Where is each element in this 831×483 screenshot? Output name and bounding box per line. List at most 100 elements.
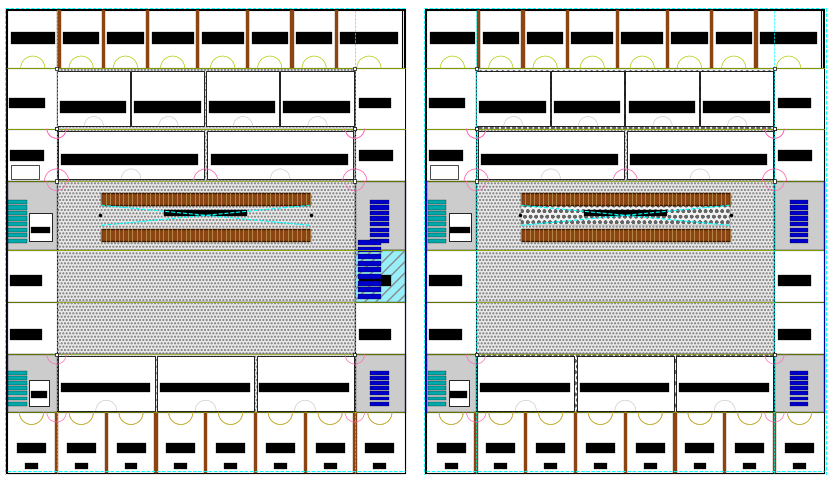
Bar	[450, 227, 470, 233]
Bar	[370, 397, 389, 400]
Bar	[475, 412, 478, 473]
Bar	[544, 463, 557, 469]
Bar	[426, 181, 476, 250]
Bar	[155, 412, 158, 473]
Bar	[296, 32, 332, 44]
Bar	[358, 287, 381, 293]
Bar	[57, 68, 355, 128]
Bar	[586, 443, 615, 453]
Bar	[475, 127, 478, 130]
Bar	[323, 463, 337, 469]
Bar	[483, 32, 519, 44]
Bar	[671, 32, 707, 44]
Bar	[355, 250, 405, 302]
Bar	[789, 239, 809, 243]
Bar	[479, 10, 523, 68]
Bar	[358, 241, 381, 245]
Bar	[353, 353, 356, 356]
Bar	[366, 443, 395, 453]
Bar	[756, 10, 821, 68]
Bar	[57, 302, 355, 355]
Bar	[209, 101, 275, 113]
Bar	[210, 154, 347, 165]
Bar	[58, 356, 155, 411]
Bar	[55, 412, 58, 473]
Bar	[61, 383, 150, 392]
Bar	[207, 131, 353, 179]
Bar	[135, 101, 201, 113]
Bar	[358, 261, 381, 266]
Bar	[789, 211, 809, 215]
Bar	[8, 200, 27, 204]
Bar	[572, 32, 613, 44]
Bar	[7, 302, 57, 355]
Bar	[355, 250, 405, 302]
Bar	[57, 250, 355, 302]
Bar	[428, 391, 446, 395]
Bar	[370, 233, 389, 237]
Bar	[426, 302, 476, 355]
Bar	[478, 356, 574, 411]
Bar	[789, 222, 809, 226]
Bar	[785, 443, 814, 453]
Bar	[7, 412, 405, 473]
Bar	[774, 302, 824, 355]
Bar	[55, 127, 58, 130]
Bar	[8, 386, 27, 390]
Bar	[107, 32, 144, 44]
Bar	[259, 383, 349, 392]
Bar	[789, 205, 809, 210]
Bar	[426, 412, 824, 473]
Bar	[63, 32, 99, 44]
Bar	[524, 412, 528, 473]
Bar	[476, 250, 774, 302]
Bar	[8, 391, 27, 395]
Bar	[428, 397, 446, 400]
Bar	[774, 128, 824, 181]
Bar	[7, 68, 405, 128]
Bar	[370, 376, 389, 380]
Bar	[370, 391, 389, 395]
Bar	[204, 412, 207, 473]
Bar	[131, 71, 204, 126]
Bar	[353, 127, 356, 130]
Bar	[353, 412, 356, 473]
Bar	[476, 68, 774, 128]
Bar	[676, 356, 773, 411]
Bar	[628, 101, 695, 113]
Bar	[290, 10, 293, 68]
Bar	[7, 68, 57, 128]
Bar	[426, 128, 476, 181]
Bar	[428, 402, 446, 406]
Bar	[480, 383, 570, 392]
Bar	[11, 165, 39, 179]
Bar	[216, 443, 245, 453]
Bar	[57, 68, 355, 128]
Bar	[359, 98, 391, 109]
Bar	[57, 71, 130, 126]
Bar	[428, 381, 446, 385]
Bar	[774, 250, 824, 302]
Bar	[8, 402, 27, 406]
Bar	[57, 355, 355, 412]
Bar	[103, 10, 148, 68]
Bar	[773, 412, 776, 473]
Bar	[426, 250, 476, 302]
Bar	[476, 71, 549, 126]
Bar	[666, 10, 669, 68]
Bar	[428, 233, 446, 237]
Bar	[116, 443, 145, 453]
Bar	[624, 412, 627, 473]
Bar	[355, 250, 405, 302]
Bar	[292, 10, 337, 68]
Bar	[355, 355, 405, 412]
Bar	[789, 391, 809, 395]
Bar	[723, 412, 726, 473]
Bar	[789, 381, 809, 385]
Bar	[779, 329, 811, 340]
Bar	[358, 294, 381, 299]
Bar	[679, 383, 769, 392]
Bar	[8, 233, 27, 237]
Bar	[8, 370, 27, 374]
Bar	[125, 463, 137, 469]
